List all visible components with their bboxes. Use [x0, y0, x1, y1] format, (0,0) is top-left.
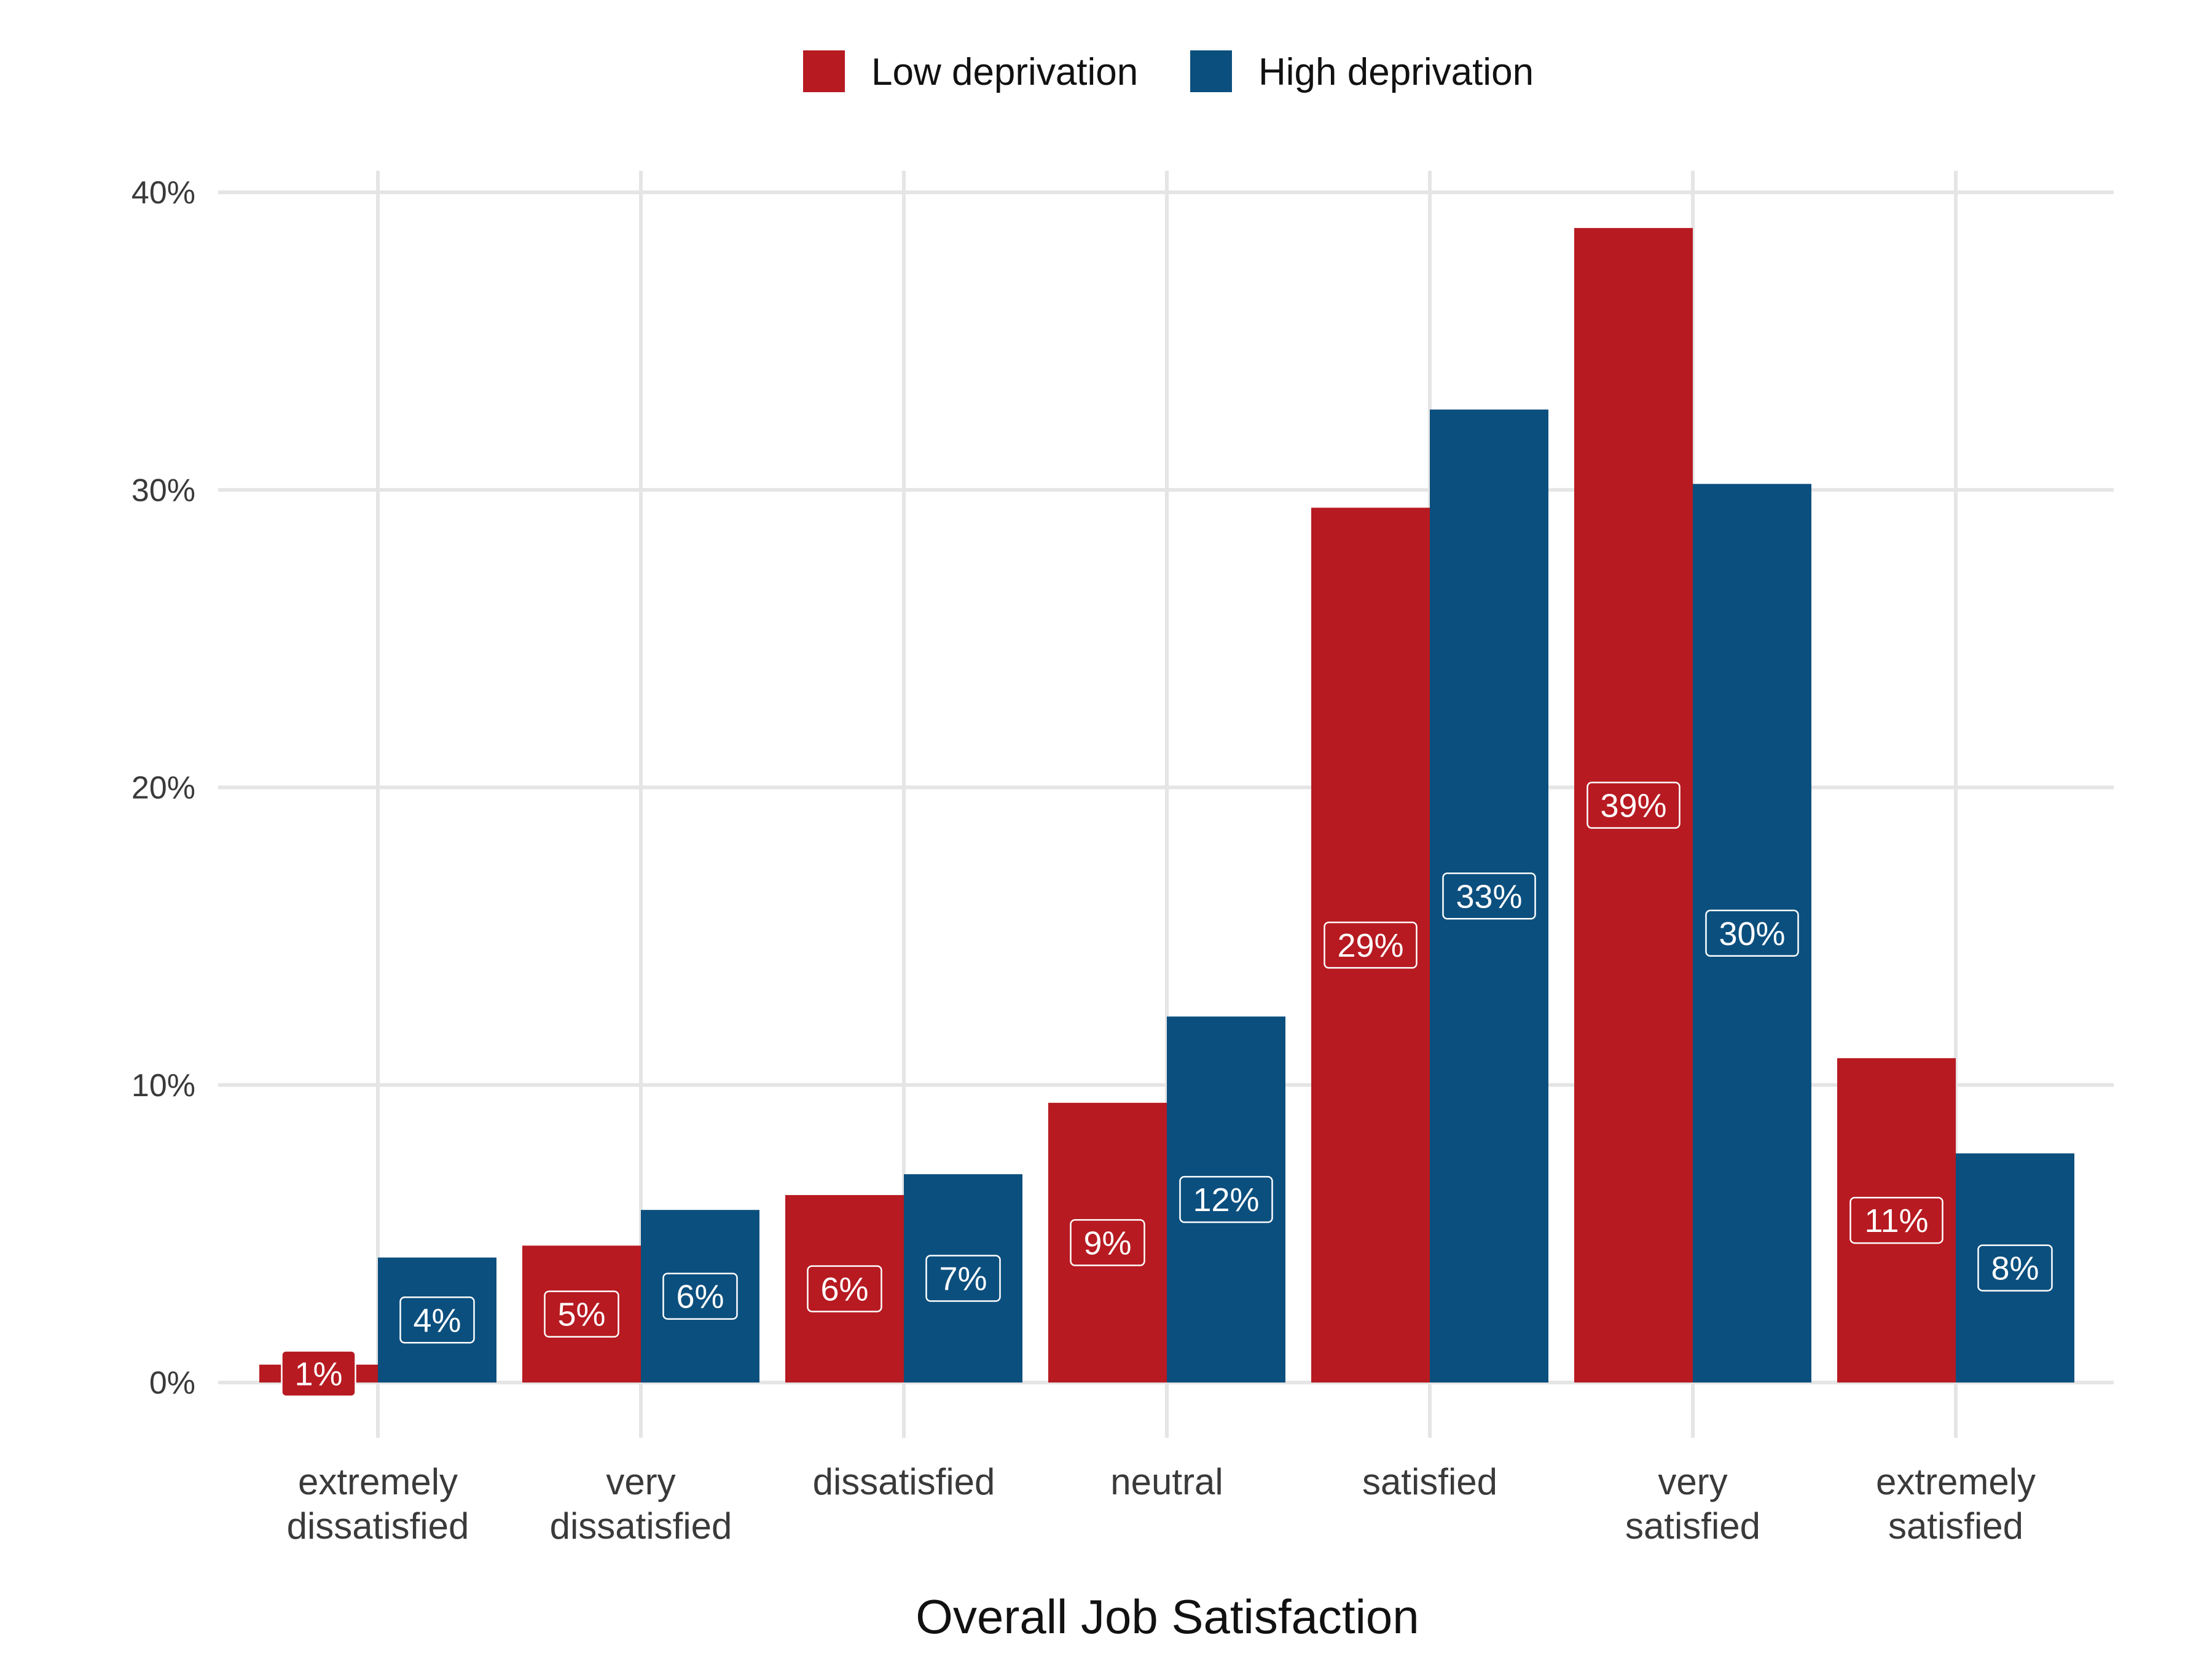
data-label-box — [1070, 1219, 1145, 1266]
y-axis-ticks: 0% 10% 20% 30% 40% — [131, 175, 195, 1401]
legend-swatch — [1190, 50, 1232, 92]
y-tick-label: 40% — [131, 175, 195, 211]
data-label-text: 30% — [1719, 916, 1785, 952]
data-label: 33% — [1442, 873, 1536, 920]
x-tick-label: dissatisfied — [813, 1461, 995, 1502]
x-tick-label-line: extremely — [1876, 1461, 2036, 1502]
data-label: 6% — [807, 1265, 882, 1312]
data-label: 1% — [281, 1350, 356, 1397]
data-label-box — [662, 1273, 738, 1320]
data-label: 39% — [1586, 782, 1681, 829]
data-label-text: 4% — [413, 1302, 461, 1339]
data-label-text: 9% — [1083, 1225, 1131, 1261]
data-label-text: 8% — [1991, 1250, 2039, 1287]
legend-label: Low deprivation — [871, 51, 1138, 93]
data-label: 7% — [925, 1255, 1001, 1302]
data-label-box — [281, 1350, 356, 1397]
x-tick-label: satisfied — [1362, 1461, 1497, 1502]
x-tick-label-line: satisfied — [1625, 1505, 1760, 1547]
y-tick-label: 20% — [131, 771, 195, 806]
data-label-text: 5% — [557, 1296, 605, 1333]
data-label-text: 7% — [939, 1261, 987, 1298]
data-label-text: 33% — [1456, 878, 1522, 915]
data-label-box — [807, 1265, 882, 1312]
legend: Low deprivation High deprivation — [803, 50, 1534, 93]
data-label: 6% — [662, 1273, 738, 1320]
data-label: 12% — [1179, 1175, 1273, 1223]
x-tick-label: extremely satisfied — [1876, 1461, 2036, 1547]
data-label: 5% — [544, 1290, 619, 1338]
x-tick-label: neutral — [1110, 1461, 1223, 1502]
data-label-box — [399, 1296, 475, 1344]
x-tick-label: very dissatisfied — [550, 1461, 732, 1547]
x-tick-label: extremely dissatisfied — [287, 1461, 469, 1547]
data-label-box — [544, 1290, 619, 1338]
y-tick-label: 30% — [131, 473, 195, 508]
x-tick-label-line: dissatisfied — [550, 1505, 732, 1547]
data-label-text: 12% — [1193, 1182, 1259, 1218]
data-label: 30% — [1705, 909, 1799, 957]
data-label: 4% — [399, 1296, 475, 1344]
x-tick-label-line: very — [1658, 1461, 1727, 1502]
data-label-box — [1324, 921, 1418, 969]
data-labels: 1% 5% 6% 9% 29% 39% 11% 4% 6% 7% 12% 33% 30% 8% — [281, 782, 2053, 1397]
data-label-text: 29% — [1337, 927, 1403, 964]
y-tick-label: 10% — [131, 1068, 195, 1104]
x-tick-label: very satisfied — [1625, 1461, 1760, 1547]
data-label-text: 6% — [676, 1279, 724, 1316]
y-tick-label: 0% — [149, 1365, 195, 1401]
data-label-box — [1705, 909, 1799, 957]
legend-swatch — [803, 50, 845, 92]
data-label-text: 1% — [294, 1355, 342, 1392]
data-label: 11% — [1849, 1196, 1943, 1244]
data-label-box — [925, 1255, 1001, 1302]
legend-item[interactable]: Low deprivation — [803, 50, 1138, 93]
data-label-box — [1442, 873, 1536, 920]
legend-label: High deprivation — [1258, 51, 1534, 93]
data-label-box — [1977, 1244, 2053, 1292]
x-tick-label-line: dissatisfied — [813, 1461, 995, 1502]
data-label: 9% — [1070, 1219, 1145, 1266]
legend-item[interactable]: High deprivation — [1190, 50, 1534, 93]
x-tick-label-line: extremely — [298, 1461, 458, 1502]
data-label-text: 39% — [1600, 788, 1666, 825]
data-label-box — [1849, 1196, 1943, 1244]
data-label: 8% — [1977, 1244, 2053, 1292]
data-label-box — [1179, 1175, 1273, 1223]
data-label-text: 6% — [820, 1271, 868, 1308]
x-tick-label-line: very — [606, 1461, 675, 1502]
x-tick-label-line: satisfied — [1888, 1505, 2023, 1547]
data-label: 29% — [1324, 921, 1418, 969]
x-tick-label-line: satisfied — [1362, 1461, 1497, 1502]
data-label-box — [1586, 782, 1681, 829]
x-tick-label-line: neutral — [1110, 1461, 1223, 1502]
x-tick-label-line: dissatisfied — [287, 1505, 469, 1547]
data-label-text: 11% — [1864, 1202, 1928, 1239]
x-axis-title: Overall Job Satisfaction — [916, 1590, 1419, 1644]
